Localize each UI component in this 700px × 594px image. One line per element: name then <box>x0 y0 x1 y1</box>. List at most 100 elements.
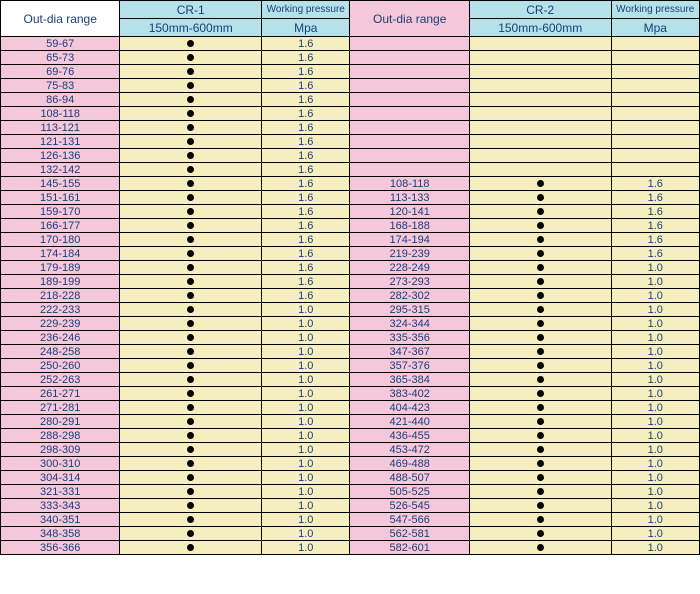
dot-icon <box>187 446 194 453</box>
out-dia-1: 356-366 <box>1 541 120 555</box>
pressure-1: 1.0 <box>262 415 350 429</box>
out-dia-2: 113-133 <box>350 191 469 205</box>
dot-icon <box>537 194 544 201</box>
pressure-2 <box>612 163 700 177</box>
out-dia-2 <box>350 163 469 177</box>
dot-icon <box>187 236 194 243</box>
out-dia-2: 505-525 <box>350 485 469 499</box>
dot-icon <box>187 432 194 439</box>
dot-icon <box>537 222 544 229</box>
cr1-mark <box>120 541 262 555</box>
pressure-2: 1.0 <box>612 443 700 457</box>
pressure-2: 1.6 <box>612 205 700 219</box>
out-dia-2: 282-302 <box>350 289 469 303</box>
dot-icon <box>187 96 194 103</box>
dot-icon <box>537 208 544 215</box>
out-dia-1: 151-161 <box>1 191 120 205</box>
cr2-mark <box>470 121 612 135</box>
pressure-1: 1.6 <box>262 205 350 219</box>
dot-icon <box>187 390 194 397</box>
pressure-1: 1.6 <box>262 247 350 261</box>
dot-icon <box>537 180 544 187</box>
pressure-1: 1.0 <box>262 513 350 527</box>
dot-icon <box>187 488 194 495</box>
pressure-1: 1.0 <box>262 541 350 555</box>
out-dia-1: 261-271 <box>1 387 120 401</box>
out-dia-1: 250-260 <box>1 359 120 373</box>
dot-icon <box>187 516 194 523</box>
cr2-mark <box>470 373 612 387</box>
pressure-1: 1.6 <box>262 163 350 177</box>
out-dia-1: 340-351 <box>1 513 120 527</box>
pressure-1: 1.6 <box>262 65 350 79</box>
cr2-mark <box>470 387 612 401</box>
cr2-mark <box>470 79 612 93</box>
pressure-1: 1.0 <box>262 373 350 387</box>
pressure-2 <box>612 149 700 163</box>
out-dia-2 <box>350 121 469 135</box>
dot-icon <box>187 306 194 313</box>
out-dia-1: 304-314 <box>1 471 120 485</box>
pressure-2 <box>612 135 700 149</box>
out-dia-2 <box>350 107 469 121</box>
cr1-mark <box>120 233 262 247</box>
cr1-mark <box>120 135 262 149</box>
dot-icon <box>537 376 544 383</box>
pressure-1: 1.0 <box>262 359 350 373</box>
dot-icon <box>187 292 194 299</box>
pressure-1: 1.6 <box>262 233 350 247</box>
out-dia-1: 333-343 <box>1 499 120 513</box>
header-out-dia-range-1: Out-dia range <box>1 1 120 37</box>
out-dia-2 <box>350 149 469 163</box>
pressure-2: 1.0 <box>612 527 700 541</box>
cr1-mark <box>120 79 262 93</box>
out-dia-1: 174-184 <box>1 247 120 261</box>
dot-icon <box>187 418 194 425</box>
pressure-2 <box>612 121 700 135</box>
dot-icon <box>187 68 194 75</box>
pressure-2: 1.0 <box>612 303 700 317</box>
dot-icon <box>187 166 194 173</box>
pressure-2: 1.0 <box>612 401 700 415</box>
out-dia-2: 168-188 <box>350 219 469 233</box>
cr2-mark <box>470 261 612 275</box>
pressure-2: 1.0 <box>612 261 700 275</box>
out-dia-1: 348-358 <box>1 527 120 541</box>
dot-icon <box>187 40 194 47</box>
dot-icon <box>187 278 194 285</box>
cr1-mark <box>120 191 262 205</box>
dot-icon <box>537 362 544 369</box>
cr2-mark <box>470 429 612 443</box>
dot-icon <box>187 264 194 271</box>
spec-table: Out-dia rangeCR-1Working pressureOut-dia… <box>0 0 700 555</box>
pressure-1: 1.0 <box>262 387 350 401</box>
cr1-mark <box>120 219 262 233</box>
out-dia-1: 65-73 <box>1 51 120 65</box>
header-range-1: 150mm-600mm <box>120 19 262 37</box>
dot-icon <box>187 544 194 551</box>
dot-icon <box>537 390 544 397</box>
out-dia-1: 121-131 <box>1 135 120 149</box>
pressure-1: 1.0 <box>262 471 350 485</box>
cr2-mark <box>470 527 612 541</box>
pressure-1: 1.0 <box>262 485 350 499</box>
pressure-2: 1.0 <box>612 415 700 429</box>
cr2-mark <box>470 359 612 373</box>
out-dia-2: 347-367 <box>350 345 469 359</box>
dot-icon <box>537 320 544 327</box>
dot-icon <box>537 236 544 243</box>
dot-icon <box>537 292 544 299</box>
out-dia-1: 248-258 <box>1 345 120 359</box>
out-dia-1: 59-67 <box>1 37 120 51</box>
out-dia-1: 69-76 <box>1 65 120 79</box>
pressure-2: 1.0 <box>612 359 700 373</box>
pressure-1: 1.0 <box>262 429 350 443</box>
pressure-1: 1.6 <box>262 121 350 135</box>
dot-icon <box>537 530 544 537</box>
pressure-1: 1.6 <box>262 149 350 163</box>
cr2-mark <box>470 485 612 499</box>
out-dia-2: 324-344 <box>350 317 469 331</box>
cr1-mark <box>120 359 262 373</box>
pressure-1: 1.6 <box>262 261 350 275</box>
dot-icon <box>537 446 544 453</box>
